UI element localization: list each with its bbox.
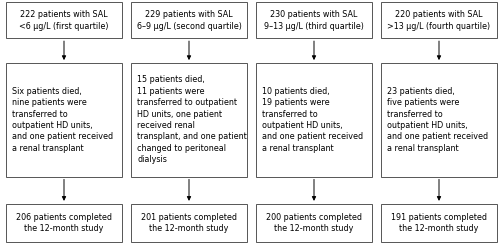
- FancyBboxPatch shape: [131, 2, 247, 38]
- Text: 222 patients with SAL
<6 μg/L (first quartile): 222 patients with SAL <6 μg/L (first qua…: [19, 10, 109, 31]
- FancyBboxPatch shape: [131, 63, 247, 177]
- Text: 15 patients died,
11 patients were
transferred to outpatient
HD units, one patie: 15 patients died, 11 patients were trans…: [137, 75, 247, 164]
- Text: 23 patients died,
five patients were
transferred to
outpatient HD units,
and one: 23 patients died, five patients were tra…: [387, 87, 488, 153]
- Text: 230 patients with SAL
9–13 μg/L (third quartile): 230 patients with SAL 9–13 μg/L (third q…: [264, 10, 364, 31]
- FancyBboxPatch shape: [256, 63, 372, 177]
- FancyBboxPatch shape: [381, 2, 497, 38]
- Text: 191 patients completed
the 12-month study: 191 patients completed the 12-month stud…: [391, 213, 487, 233]
- FancyBboxPatch shape: [256, 2, 372, 38]
- Text: 201 patients completed
the 12-month study: 201 patients completed the 12-month stud…: [141, 213, 237, 233]
- FancyBboxPatch shape: [381, 63, 497, 177]
- FancyBboxPatch shape: [256, 204, 372, 242]
- FancyBboxPatch shape: [131, 204, 247, 242]
- Text: 10 patients died,
19 patients were
transferred to
outpatient HD units,
and one p: 10 patients died, 19 patients were trans…: [262, 87, 363, 153]
- Text: 220 patients with SAL
>13 μg/L (fourth quartile): 220 patients with SAL >13 μg/L (fourth q…: [388, 10, 490, 31]
- FancyBboxPatch shape: [381, 204, 497, 242]
- Text: 206 patients completed
the 12-month study: 206 patients completed the 12-month stud…: [16, 213, 112, 233]
- Text: 200 patients completed
the 12-month study: 200 patients completed the 12-month stud…: [266, 213, 362, 233]
- Text: 229 patients with SAL
6–9 μg/L (second quartile): 229 patients with SAL 6–9 μg/L (second q…: [136, 10, 242, 31]
- FancyBboxPatch shape: [6, 204, 122, 242]
- FancyBboxPatch shape: [6, 2, 122, 38]
- Text: Six patients died,
nine patients were
transferred to
outpatient HD units,
and on: Six patients died, nine patients were tr…: [12, 87, 113, 153]
- FancyBboxPatch shape: [6, 63, 122, 177]
